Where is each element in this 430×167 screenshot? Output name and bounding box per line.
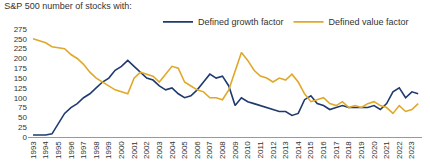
svg-text:Defined growth factor: Defined growth factor [198, 17, 284, 27]
svg-text:1997: 1997 [79, 141, 88, 159]
svg-text:275: 275 [14, 25, 28, 34]
svg-text:25: 25 [18, 123, 27, 132]
svg-text:2018: 2018 [344, 141, 353, 159]
svg-text:S&P 500 number of stocks with:: S&P 500 number of stocks with: [4, 1, 131, 11]
svg-text:50: 50 [18, 113, 27, 122]
svg-text:2023: 2023 [408, 141, 417, 159]
svg-text:1993: 1993 [29, 141, 38, 159]
svg-text:2007: 2007 [205, 141, 214, 159]
svg-text:0: 0 [23, 133, 28, 142]
svg-text:1999: 1999 [104, 141, 113, 159]
svg-text:2012: 2012 [269, 141, 278, 159]
svg-text:75: 75 [18, 103, 27, 112]
svg-text:Defined value factor: Defined value factor [329, 17, 409, 27]
svg-text:2021: 2021 [382, 141, 391, 159]
svg-text:2002: 2002 [142, 141, 151, 159]
svg-text:1996: 1996 [67, 141, 76, 159]
svg-text:150: 150 [14, 74, 28, 83]
svg-text:2001: 2001 [130, 141, 139, 159]
svg-text:175: 175 [14, 64, 28, 73]
svg-text:2003: 2003 [155, 141, 164, 159]
svg-text:2019: 2019 [357, 141, 366, 159]
svg-text:1994: 1994 [41, 141, 50, 159]
svg-text:2009: 2009 [231, 141, 240, 159]
svg-text:2015: 2015 [306, 141, 315, 159]
svg-text:1995: 1995 [54, 141, 63, 159]
svg-text:2017: 2017 [332, 141, 341, 159]
svg-text:250: 250 [14, 35, 28, 44]
svg-text:2014: 2014 [294, 141, 303, 159]
svg-text:2004: 2004 [168, 141, 177, 159]
svg-text:2020: 2020 [370, 141, 379, 159]
svg-text:2022: 2022 [395, 141, 404, 159]
svg-text:225: 225 [14, 44, 28, 53]
svg-text:200: 200 [14, 54, 28, 63]
svg-text:1998: 1998 [92, 141, 101, 159]
svg-text:125: 125 [14, 84, 28, 93]
svg-text:2010: 2010 [243, 141, 252, 159]
svg-text:2016: 2016 [319, 141, 328, 159]
svg-text:2008: 2008 [218, 141, 227, 159]
svg-text:2006: 2006 [193, 141, 202, 159]
svg-text:2005: 2005 [180, 141, 189, 159]
svg-text:2013: 2013 [281, 141, 290, 159]
svg-text:2011: 2011 [256, 141, 265, 159]
svg-text:2000: 2000 [117, 141, 126, 159]
svg-text:100: 100 [14, 94, 28, 103]
